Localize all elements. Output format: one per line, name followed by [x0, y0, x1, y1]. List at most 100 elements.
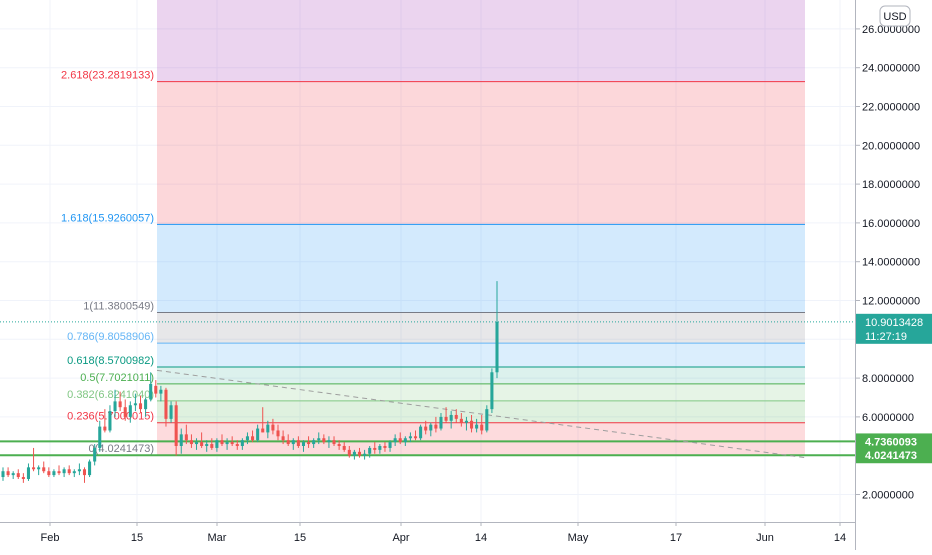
fib-level-label: 0.5(7.7021011): [80, 372, 154, 384]
candle-body: [189, 440, 193, 445]
time-tick-label: 15: [294, 532, 306, 544]
candle-body: [454, 414, 458, 419]
trendline-line: [156, 369, 806, 459]
trendline[interactable]: [156, 369, 806, 459]
fib-level-label: 1(11.3800549): [83, 301, 154, 313]
candle-body: [266, 424, 270, 433]
candle-body: [434, 424, 438, 429]
candle-body: [37, 467, 41, 470]
candle-body: [261, 428, 265, 433]
fib-band: [157, 367, 805, 384]
candle-body: [332, 440, 336, 445]
candle-body: [363, 453, 367, 456]
price-tick-label: 14.0000000: [862, 257, 920, 269]
candle-body: [347, 449, 351, 456]
candle-body: [429, 424, 433, 431]
fib-band-top: [157, 0, 805, 82]
candle-body: [169, 405, 173, 419]
candle-body: [342, 446, 346, 450]
time-tick-label: 14: [834, 532, 846, 544]
candle-body: [93, 447, 97, 462]
candle-body: [357, 451, 362, 456]
countdown-label: 11:27:19: [865, 331, 907, 343]
candle-body: [373, 447, 377, 450]
fib-level-label: 2.618(23.2819133): [61, 70, 154, 82]
candle-body: [240, 440, 244, 446]
candle-body: [47, 471, 51, 476]
time-axis[interactable]: Feb 15 Mar 15 Apr 14 May 17 Jun 14: [0, 522, 855, 550]
time-axis-background: [0, 522, 855, 550]
candle-body: [133, 403, 137, 406]
candle-body: [52, 471, 56, 476]
price-axis[interactable]: 2.00000004.00000006.00000008.000000010.0…: [855, 0, 932, 550]
time-tick-label: Mar: [208, 532, 227, 544]
horizontal-lines[interactable]: [0, 440, 855, 457]
time-tick-label: Apr: [392, 532, 409, 544]
candle-body: [149, 383, 153, 400]
candle-body: [444, 416, 448, 421]
fib-band: [157, 343, 805, 368]
price-tick-label: 20.0000000: [862, 140, 920, 152]
candle-body: [128, 405, 132, 417]
candle-body: [215, 440, 219, 448]
candle-body: [159, 389, 163, 394]
fib-level-label: 1.618(15.9260057): [61, 212, 154, 224]
candle-body: [88, 461, 92, 476]
candle-body: [32, 467, 36, 470]
fib-level-label: 0.382(6.8241040): [67, 389, 154, 401]
candle-body: [327, 440, 331, 443]
candle-body: [413, 436, 418, 439]
candle-body: [210, 444, 214, 448]
candle-body: [307, 442, 311, 445]
candle-body: [113, 401, 117, 412]
candle-body: [108, 411, 112, 431]
candle-body: [154, 385, 158, 394]
currency-button-box: [879, 5, 911, 27]
candle-body: [184, 434, 188, 441]
candle-body: [6, 471, 10, 476]
candle-body: [464, 420, 468, 423]
price-badge-label: 4.7360093: [865, 436, 917, 448]
price-badges: 4.7360093 4.0241473 10.9013428 11:27:19: [856, 313, 932, 464]
price-tick-label: 18.0000000: [862, 179, 920, 191]
price-badge: [856, 447, 932, 464]
candle-body: [276, 430, 280, 437]
candle-body: [42, 467, 46, 472]
fib-band: [157, 312, 805, 344]
candle-body: [383, 446, 387, 448]
candle-body: [419, 426, 423, 439]
candle-body: [82, 469, 87, 476]
fib-band: [157, 383, 805, 401]
candle-body: [393, 438, 397, 443]
candle-body: [368, 447, 372, 454]
fib-band: [157, 224, 805, 313]
candle-body: [286, 440, 290, 445]
candle-body: [57, 471, 61, 474]
candle-body: [194, 442, 199, 445]
time-tick-label: Jun: [756, 532, 774, 544]
candle-body: [296, 440, 300, 446]
last-price-badge: [856, 313, 932, 344]
fib-retracement[interactable]: 0(4.0241473)0.236(5.7000015)0.382(6.8241…: [61, 0, 805, 456]
candle-body: [11, 473, 15, 476]
candle-body: [439, 416, 443, 429]
candle-body: [144, 399, 148, 410]
currency-button[interactable]: USD: [879, 5, 911, 27]
price-tick-label: 24.0000000: [862, 63, 920, 75]
candle-body: [72, 471, 76, 474]
candle-body: [490, 372, 494, 410]
fib-level-label: 0(4.0241473): [89, 443, 154, 455]
fib-level-label: 0.618(8.5700982): [67, 355, 154, 367]
candle-body: [312, 440, 316, 445]
price-tick-label: 2.0000000: [862, 490, 914, 502]
price-axis-background: [855, 0, 932, 550]
candle-body: [480, 424, 484, 431]
candle-body: [26, 467, 30, 479]
candle-body: [352, 451, 356, 456]
candle-body: [322, 438, 326, 443]
price-tick-label: 6.0000000: [862, 412, 914, 424]
candle-body: [179, 434, 183, 446]
